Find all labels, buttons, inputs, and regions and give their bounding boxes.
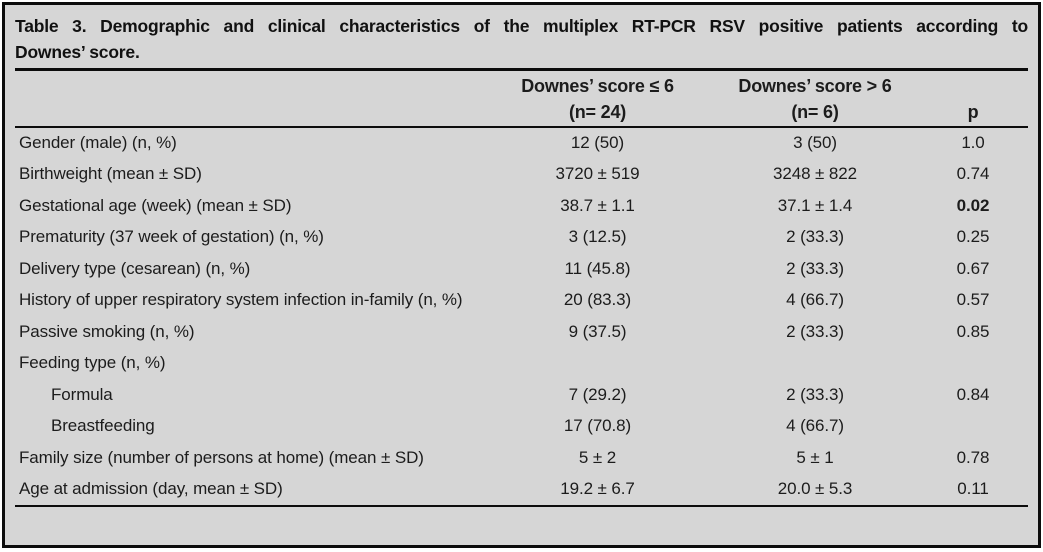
- p-value: 0.67: [956, 258, 990, 278]
- row-label: Age at admission (day, mean ± SD): [19, 479, 283, 499]
- row-label: Feeding type (n, %): [19, 353, 166, 373]
- caption-line-2: Downes’ score.: [15, 42, 140, 62]
- p-value: [905, 348, 1028, 380]
- table-row: Prematurity (37 week of gestation) (n, %…: [15, 222, 1028, 254]
- value-score-gt6: 2 (33.3): [786, 258, 844, 278]
- value-score-le6: 38.7 ± 1.1: [560, 195, 635, 215]
- value-score-le6: 17 (70.8): [563, 416, 632, 436]
- value-score-le6: 3720 ± 519: [555, 164, 640, 184]
- row-label: Birthweight (mean ± SD): [19, 164, 202, 184]
- value-score-gt6: 2 (33.3): [786, 321, 844, 341]
- table-header: Downes’ score ≤ 6 (n= 24) Downes’ score …: [15, 71, 1028, 127]
- value-score-le6: 11 (45.8): [564, 258, 631, 278]
- row-label: Breastfeeding: [51, 416, 155, 436]
- row-label: Prematurity (37 week of gestation) (n, %…: [19, 227, 324, 247]
- table-body: Gender (male) (n, %) 12 (50) 3 (50) 1.0 Birt…: [15, 127, 1028, 505]
- value-score-gt6: 37.1 ± 1.4: [777, 195, 853, 215]
- table-row: Passive smoking (n, %) 9 (37.5) 2 (33.3) 0.…: [15, 316, 1028, 348]
- data-table: Downes’ score ≤ 6 (n= 24) Downes’ score …: [15, 71, 1028, 505]
- column-header-downes-gt6: Downes’ score > 6 (n= 6): [725, 71, 905, 127]
- value-score-le6: 9 (37.5): [568, 321, 627, 341]
- value-score-gt6: 2 (33.3): [786, 227, 844, 247]
- value-score-le6: [470, 348, 725, 380]
- value-score-gt6: 4 (66.7): [786, 290, 844, 310]
- table-caption: Table 3. Demographic and clinical charac…: [15, 13, 1028, 65]
- row-label: Passive smoking (n, %): [19, 321, 195, 341]
- column-header-downes-gt6-n: (n= 6): [791, 101, 839, 122]
- table-row: Gender (male) (n, %) 12 (50) 3 (50) 1.0: [15, 127, 1028, 159]
- row-label: Formula: [51, 384, 113, 404]
- value-score-gt6: 20.0 ± 5.3: [777, 479, 853, 499]
- caption-divider-rule: [15, 68, 1028, 71]
- p-value: [905, 411, 1028, 443]
- column-header-downes-gt6-title: Downes’ score > 6: [738, 75, 892, 96]
- caption-line-1: Table 3. Demographic and clinical charac…: [15, 16, 1028, 36]
- header-row: Downes’ score ≤ 6 (n= 24) Downes’ score …: [15, 71, 1028, 127]
- p-value: 0.85: [956, 321, 990, 341]
- p-value: 0.78: [956, 447, 990, 467]
- p-value: 0.25: [956, 227, 990, 247]
- value-score-gt6: 3 (50): [793, 133, 837, 153]
- value-score-gt6: 5 ± 1: [796, 447, 834, 467]
- value-score-gt6: 3248 ± 822: [773, 164, 857, 184]
- table-row: Birthweight (mean ± SD) 3720 ± 519 3248 ± …: [15, 159, 1028, 191]
- value-score-le6: 5 ± 2: [578, 447, 617, 467]
- table-row: History of upper respiratory system infe…: [15, 285, 1028, 317]
- table-row: Age at admission (day, mean ± SD) 19.2 ± …: [15, 474, 1028, 506]
- p-value: 1.0: [961, 133, 985, 153]
- p-value: 0.74: [956, 164, 990, 184]
- column-header-downes-le6-n: (n= 24): [568, 101, 627, 122]
- p-value: 0.57: [956, 290, 990, 310]
- row-label: Delivery type (cesarean) (n, %): [19, 258, 251, 278]
- value-score-gt6: [725, 348, 905, 380]
- table-row: Breastfeeding 17 (70.8) 4 (66.7): [15, 411, 1028, 443]
- header-empty-cell: [15, 71, 470, 127]
- row-label: History of upper respiratory system infe…: [19, 290, 463, 310]
- value-score-le6: 3 (12.5): [568, 227, 627, 247]
- p-value: 0.11: [957, 479, 989, 499]
- table-row: Formula 7 (29.2) 2 (33.3) 0.84: [15, 379, 1028, 411]
- p-value: 0.02: [956, 195, 990, 215]
- value-score-le6: 12 (50): [570, 133, 625, 153]
- table-row: Family size (number of persons at home) …: [15, 442, 1028, 474]
- value-score-gt6: 2 (33.3): [786, 384, 844, 404]
- row-label: Gestational age (week) (mean ± SD): [19, 195, 292, 215]
- column-header-p: p: [967, 102, 979, 122]
- value-score-le6: 7 (29.2): [568, 384, 627, 404]
- row-label: Gender (male) (n, %): [19, 133, 177, 153]
- value-score-le6: 20 (83.3): [563, 290, 632, 310]
- column-header-downes-le6-title: Downes’ score ≤ 6: [521, 75, 674, 96]
- value-score-le6: 19.2 ± 6.7: [560, 479, 635, 499]
- table-row: Gestational age (week) (mean ± SD) 38.7 ±…: [15, 190, 1028, 222]
- column-header-downes-le6: Downes’ score ≤ 6 (n= 24): [470, 71, 725, 127]
- value-score-gt6: 4 (66.7): [786, 416, 844, 436]
- bottom-rule: [15, 505, 1028, 507]
- table-row: Feeding type (n, %): [15, 348, 1028, 380]
- row-label: Family size (number of persons at home) …: [19, 447, 424, 467]
- p-value: 0.84: [956, 384, 990, 404]
- table-row: Delivery type (cesarean) (n, %) 11 (45.8)…: [15, 253, 1028, 285]
